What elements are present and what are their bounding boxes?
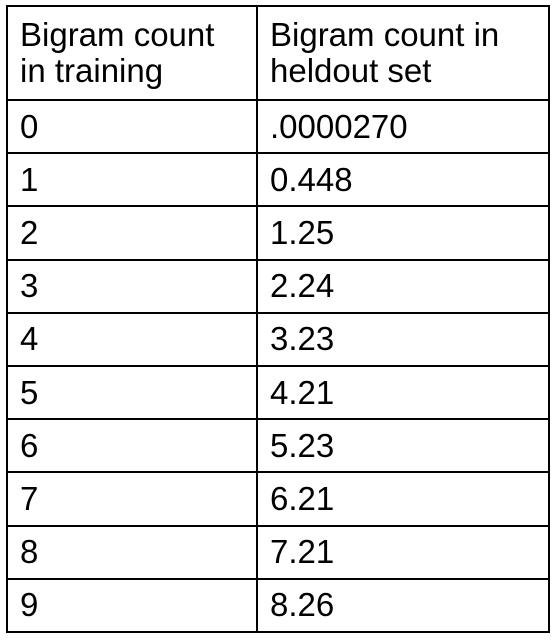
table-row: 7 6.21 (6, 471, 550, 527)
training-count-cell: 3 (6, 258, 258, 314)
table-row: 6 5.23 (6, 418, 550, 474)
heldout-count-cell: .0000270 (256, 98, 550, 155)
header-heldout-count: Bigram count in heldout set (256, 5, 550, 101)
header-heldout-count-line-2: heldout set (270, 52, 432, 89)
heldout-count-cell: 5.23 (256, 418, 550, 474)
heldout-count-cell: 8.26 (256, 577, 550, 634)
bigram-count-table: Bigram count in training Bigram count in… (6, 5, 550, 634)
table-row: 2 1.25 (6, 205, 550, 261)
training-count-cell: 0 (6, 98, 258, 155)
training-count-cell: 2 (6, 205, 258, 261)
training-count-cell: 4 (6, 311, 258, 367)
heldout-count-cell: 2.24 (256, 258, 550, 314)
training-count-cell: 9 (6, 577, 258, 634)
header-training-count-line-2: in training (20, 52, 164, 89)
table-row: 5 4.21 (6, 364, 550, 421)
table-row: 9 8.26 (6, 577, 550, 634)
table-row: 3 2.24 (6, 258, 550, 314)
training-count-cell: 8 (6, 524, 258, 580)
table-row: 1 0.448 (6, 152, 550, 208)
table-header-row: Bigram count in training Bigram count in… (6, 5, 550, 101)
heldout-count-cell: 6.21 (256, 471, 550, 527)
training-count-cell: 6 (6, 418, 258, 474)
heldout-count-cell: 3.23 (256, 311, 550, 367)
header-training-count: Bigram count in training (6, 5, 258, 101)
heldout-count-cell: 7.21 (256, 524, 550, 580)
table-row: 0 .0000270 (6, 98, 550, 155)
heldout-count-cell: 0.448 (256, 152, 550, 208)
training-count-cell: 1 (6, 152, 258, 208)
bigram-count-table-container: Bigram count in training Bigram count in… (6, 5, 550, 634)
header-heldout-count-line-1: Bigram count in (270, 16, 500, 53)
table-row: 4 3.23 (6, 311, 550, 367)
heldout-count-cell: 4.21 (256, 364, 550, 421)
header-training-count-line-1: Bigram count (20, 16, 215, 53)
heldout-count-cell: 1.25 (256, 205, 550, 261)
training-count-cell: 7 (6, 471, 258, 527)
training-count-cell: 5 (6, 364, 258, 421)
table-row: 8 7.21 (6, 524, 550, 580)
